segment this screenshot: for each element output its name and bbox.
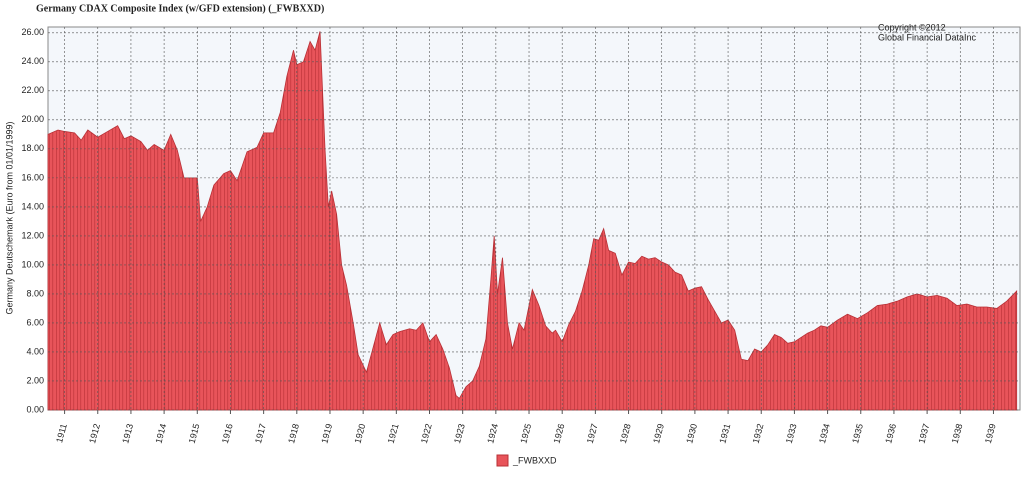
legend: _FWBXXD: [496, 454, 557, 467]
x-tick-label: 1918: [286, 423, 301, 445]
x-tick-label: 1931: [717, 423, 732, 445]
x-tick-label: 1926: [552, 423, 567, 445]
x-tick-label: 1911: [54, 423, 69, 444]
x-tick-label: 1920: [353, 423, 368, 445]
x-tick-label: 1938: [950, 423, 965, 445]
y-tick-label: 10.00: [21, 259, 44, 269]
y-tick-label: 8.00: [26, 288, 44, 298]
x-tick-label: 1923: [452, 423, 467, 445]
x-tick-label: 1930: [684, 423, 699, 445]
y-tick-label: 12.00: [21, 230, 44, 240]
x-tick-label: 1914: [153, 423, 168, 445]
x-tick-label: 1922: [419, 423, 434, 445]
y-tick-label: 0.00: [26, 404, 44, 414]
x-tick-label: 1934: [817, 423, 832, 445]
x-tick-label: 1921: [386, 423, 401, 445]
y-tick-label: 14.00: [21, 201, 44, 211]
legend-label: _FWBXXD: [512, 455, 557, 465]
y-tick-label: 16.00: [21, 172, 44, 182]
y-tick-label: 24.00: [21, 56, 44, 66]
annotation: Global Financial DataInc: [878, 32, 977, 42]
x-tick-label: 1939: [983, 423, 998, 445]
x-tick-label: 1928: [618, 423, 633, 445]
chart-title: Germany CDAX Composite Index (w/GFD exte…: [36, 3, 324, 14]
x-tick-label: 1936: [883, 423, 898, 445]
y-tick-label: 2.00: [26, 375, 44, 385]
annotation: Copyright ©2012: [878, 22, 946, 32]
x-tick-label: 1916: [220, 423, 235, 445]
y-tick-label: 4.00: [26, 346, 44, 356]
x-tick-label: 1935: [850, 423, 865, 445]
x-tick-label: 1915: [187, 423, 202, 445]
x-tick-label: 1925: [518, 423, 533, 445]
x-tick-label: 1933: [784, 423, 799, 445]
x-tick-label: 1927: [585, 423, 600, 445]
x-tick-label: 1932: [751, 423, 766, 445]
y-tick-label: 18.00: [21, 143, 44, 153]
x-tick-label: 1929: [651, 423, 666, 445]
y-tick-label: 20.00: [21, 114, 44, 124]
legend-swatch: [496, 454, 509, 467]
x-tick-label: 1937: [916, 423, 931, 445]
area: [47, 31, 1018, 411]
x-tick-label: 1913: [120, 423, 135, 445]
y-tick-label: 26.00: [21, 27, 44, 37]
x-tick-label: 1912: [87, 423, 102, 445]
y-tick-label: 6.00: [26, 317, 44, 327]
y-axis-label: Germany Deutschemark (Euro from 01/01/19…: [4, 121, 14, 314]
x-tick-label: 1919: [319, 423, 334, 445]
y-tick-label: 22.00: [21, 85, 44, 95]
x-tick-label: 1917: [253, 423, 268, 445]
x-tick-label: 1924: [485, 423, 500, 445]
